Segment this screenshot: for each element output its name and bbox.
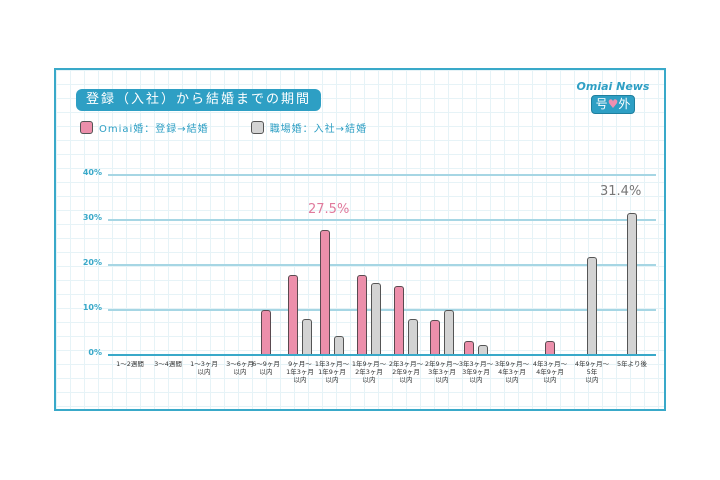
bar-omiai — [545, 341, 555, 354]
bar-workplace — [478, 345, 488, 354]
bar-omiai — [357, 274, 367, 354]
x-tick-label: 1年9ヶ月〜 2年3ヶ月 以内 — [351, 360, 387, 384]
brand-badge-right: 外 — [618, 97, 631, 111]
x-tick-label: 5年より後 — [616, 360, 647, 368]
bar-omiai — [320, 230, 330, 354]
bar-workplace — [444, 309, 454, 354]
x-axis-baseline — [108, 354, 656, 356]
bar-omiai — [430, 319, 440, 354]
gridline — [108, 219, 656, 221]
chart-title: 登録（入社）から結婚までの期間 — [76, 89, 322, 111]
annotation-omiai-peak: 27.5% — [308, 202, 350, 217]
x-tick-label: 3年3ヶ月〜 3年9ヶ月 以内 — [458, 360, 494, 384]
y-tick-label: 40% — [82, 168, 102, 177]
bar-workplace — [334, 336, 344, 354]
x-tick-label: 3〜4週間 — [154, 360, 182, 368]
bar-omiai — [288, 274, 298, 354]
bar-chart: 0% 10% 20% 30% 40% 1〜2週間 3〜4週間 1〜3ヶ月 以内 3〜6ヶ月 以内… — [56, 70, 668, 413]
x-tick-label: 3〜6ヶ月 以内 — [226, 360, 254, 376]
y-tick-label: 20% — [82, 258, 102, 267]
brand-name: Omiai News — [576, 80, 650, 93]
annotation-workplace-peak: 31.4% — [600, 184, 642, 199]
x-tick-label: 2年3ヶ月〜 2年9ヶ月 以内 — [388, 360, 424, 384]
brand-logo: Omiai News 号♥外 — [574, 80, 652, 114]
bar-omiai — [261, 309, 271, 354]
legend-swatch-omiai — [80, 121, 93, 134]
bar-workplace — [627, 212, 637, 354]
gridline — [108, 174, 656, 176]
bar-omiai — [394, 285, 404, 354]
brand-badge-left: 号 — [595, 97, 608, 111]
y-tick-label: 0% — [88, 348, 102, 357]
legend-swatch-workplace — [250, 121, 264, 134]
chart-frame: 登録（入社）から結婚までの期間 Omiai婚：登録→結婚 職場婚：入社→結婚 O… — [54, 68, 666, 411]
x-tick-label: 4年9ヶ月〜 5年 以内 — [574, 360, 610, 384]
y-tick-label: 30% — [82, 213, 102, 222]
x-tick-label: 4年3ヶ月〜 4年9ヶ月 以内 — [532, 360, 568, 384]
bar-workplace — [587, 256, 597, 354]
bar-workplace — [302, 318, 312, 354]
x-tick-label: 3年9ヶ月〜 4年3ヶ月 以内 — [494, 360, 530, 384]
x-tick-label: 9ヶ月〜 1年3ヶ月 以内 — [286, 360, 314, 384]
brand-badge: 号♥外 — [590, 95, 636, 114]
x-tick-label: 1年3ヶ月〜 1年9ヶ月 以内 — [314, 360, 350, 384]
bar-workplace — [371, 282, 381, 354]
x-tick-label: 6〜9ヶ月 以内 — [252, 360, 280, 376]
x-tick-label: 2年9ヶ月〜 3年3ヶ月 以内 — [424, 360, 460, 384]
legend-label-omiai: Omiai婚：登録→結婚 — [99, 124, 209, 135]
legend-label-workplace: 職場婚：入社→結婚 — [269, 124, 368, 135]
gridline — [108, 309, 656, 311]
x-tick-label: 1〜3ヶ月 以内 — [190, 360, 218, 376]
y-tick-label: 10% — [82, 303, 102, 312]
legend: Omiai婚：登録→結婚 職場婚：入社→結婚 — [80, 120, 367, 135]
x-tick-label: 1〜2週間 — [116, 360, 144, 368]
bar-workplace — [408, 318, 418, 354]
heart-icon: ♥ — [607, 97, 619, 111]
bar-omiai — [464, 341, 474, 354]
gridline — [108, 264, 656, 266]
